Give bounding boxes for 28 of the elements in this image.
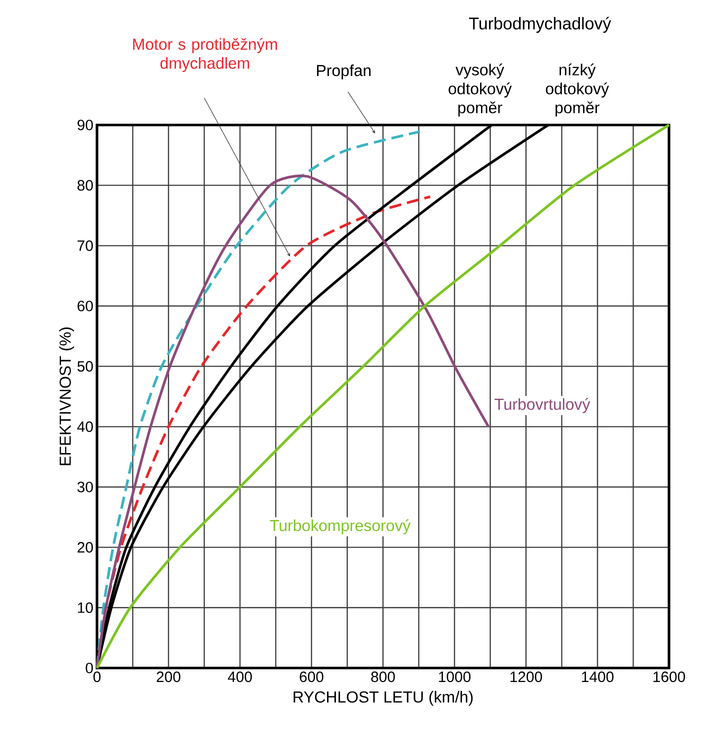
- y-tick-label: 50: [77, 361, 93, 372]
- x-tick-label: 1000: [439, 672, 471, 682]
- y-tick-label: 40: [77, 421, 93, 432]
- x-tick-label: 400: [228, 672, 252, 682]
- y-tick-label: 80: [78, 180, 93, 191]
- y-tick-label: 0: [86, 662, 93, 674]
- text: Turbokompresorový: [270, 519, 411, 534]
- x-axis-title: RYCHLOST LETU (km/h): [294, 690, 473, 706]
- series-label: nízký odtokový poměr: [546, 64, 609, 116]
- x-tick-label: 1200: [510, 672, 542, 682]
- y-tick-label: 90: [78, 120, 93, 130]
- series-label: vysoký odtokový poměr: [448, 64, 512, 116]
- x-tick-label: 1400: [582, 672, 614, 682]
- y-tick-label: 30: [77, 482, 93, 492]
- x-tick-label: 600: [300, 672, 324, 682]
- y-axis-title: EFEKTIVNOST (%): [59, 328, 74, 466]
- series-label: Turbovrtulový: [494, 398, 590, 414]
- text: Motor s protiběžným dmychadlem: [133, 38, 277, 72]
- text: Turbodmychadlový: [469, 16, 612, 33]
- y-tick-label: 70: [78, 240, 93, 251]
- text: Propfan: [317, 64, 371, 80]
- x-tick-label: 800: [371, 672, 395, 682]
- y-tick-label: 20: [78, 542, 93, 553]
- x-tick-label: 1600: [654, 672, 686, 682]
- x-tick-label: 200: [156, 672, 180, 682]
- x-tick-label: 0: [93, 672, 101, 682]
- y-tick-label: 10: [78, 602, 93, 613]
- y-tick-label: 60: [78, 300, 93, 312]
